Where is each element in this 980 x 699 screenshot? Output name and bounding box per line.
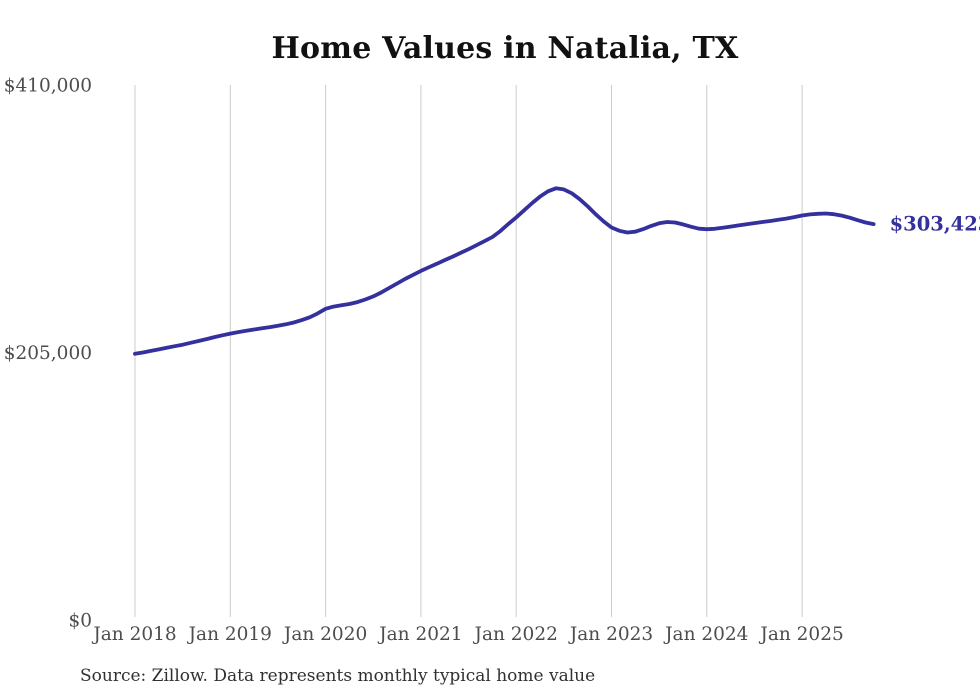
x-tick-label: Jan 2023 <box>568 624 653 645</box>
source-note: Source: Zillow. Data represents monthly … <box>80 666 596 686</box>
y-tick-label: $0 <box>68 611 92 632</box>
value-line <box>133 186 876 356</box>
y-tick-label: $205,000 <box>4 343 92 364</box>
x-tick-label: Jan 2020 <box>282 624 367 645</box>
x-tick-label: Jan 2021 <box>377 624 462 645</box>
x-tick-label: Jan 2022 <box>473 624 558 645</box>
y-tick-label: $410,000 <box>4 76 92 97</box>
x-tick-label: Jan 2025 <box>758 624 843 645</box>
current-value-label: $303,423 <box>889 212 980 236</box>
x-tick-label: Jan 2019 <box>187 624 272 645</box>
x-tick-label: Jan 2024 <box>663 624 748 645</box>
x-tick-label: Jan 2018 <box>91 624 176 645</box>
chart-title: Home Values in Natalia, TX <box>271 31 739 66</box>
